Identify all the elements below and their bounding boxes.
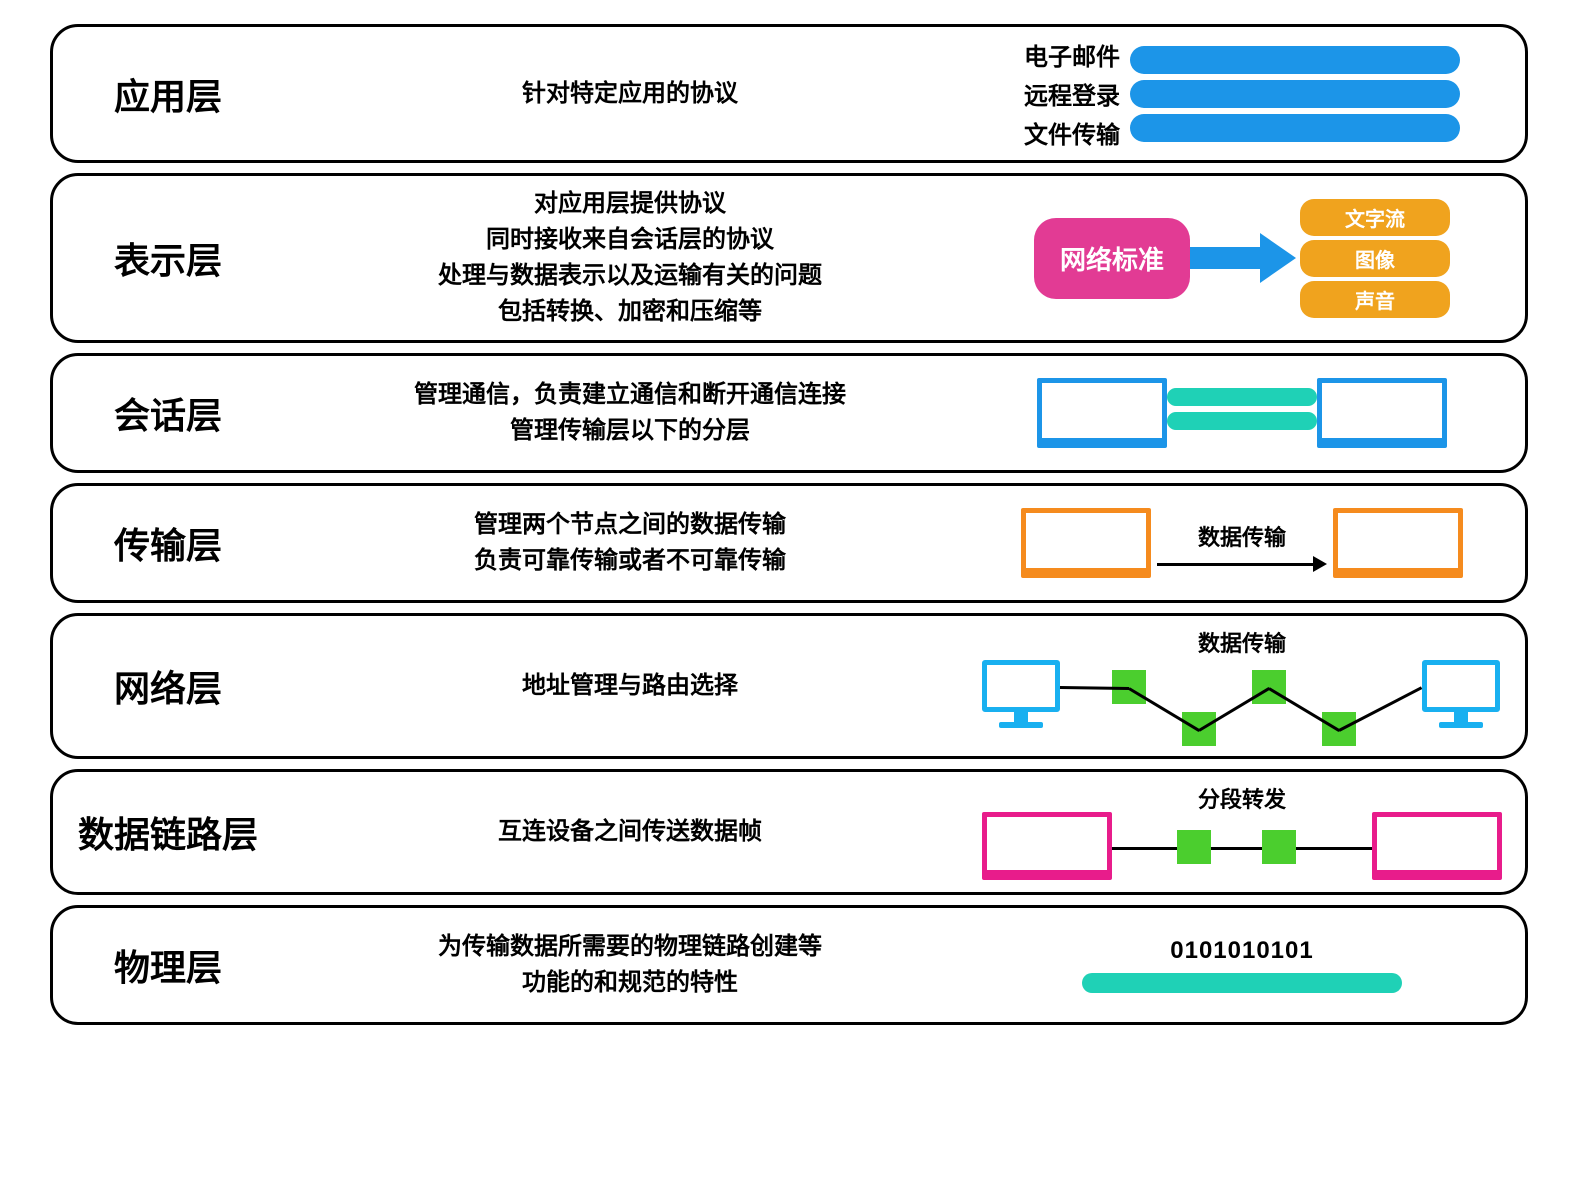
laptop-icon bbox=[982, 812, 1112, 880]
connector-line bbox=[1268, 687, 1340, 732]
app-label: 远程登录 bbox=[1024, 76, 1120, 111]
session-bar bbox=[1167, 412, 1317, 430]
app-bar bbox=[1130, 46, 1460, 74]
network-standard-pill: 网络标准 bbox=[1034, 218, 1190, 299]
connector-line bbox=[1060, 686, 1129, 690]
connector-line bbox=[1338, 686, 1422, 732]
layer-description: 地址管理与路由选择 bbox=[283, 668, 977, 704]
desc-line: 针对特定应用的协议 bbox=[283, 76, 977, 112]
app-bars bbox=[1130, 46, 1460, 142]
session-bar bbox=[1167, 388, 1317, 406]
arrow-icon bbox=[1157, 554, 1327, 574]
layer-row-4: 网络层地址管理与路由选择数据传输 bbox=[50, 613, 1528, 759]
layer-description: 管理通信，负责建立通信和断开通信连接管理传输层以下的分层 bbox=[283, 377, 977, 449]
layer-graphic: 电子邮件远程登录文件传输 bbox=[977, 37, 1507, 150]
layer-row-0: 应用层针对特定应用的协议 电子邮件远程登录文件传输 bbox=[50, 24, 1528, 163]
layer-graphic: 0101010101 bbox=[977, 937, 1507, 993]
layer-description: 针对特定应用的协议 bbox=[283, 76, 977, 112]
session-bars bbox=[1167, 388, 1317, 448]
layer-row-2: 会话层管理通信，负责建立通信和断开通信连接管理传输层以下的分层 bbox=[50, 353, 1528, 473]
layer-description: 互连设备之间传送数据帧 bbox=[283, 814, 977, 850]
desc-line: 功能的和规范的特性 bbox=[283, 965, 977, 1001]
laptop-icon bbox=[1021, 508, 1151, 578]
desc-line: 管理传输层以下的分层 bbox=[283, 413, 977, 449]
connector-line bbox=[1128, 687, 1200, 732]
monitor-icon bbox=[1422, 660, 1500, 728]
connector-line bbox=[1112, 847, 1177, 850]
layer-row-1: 表示层对应用层提供协议同时接收来自会话层的协议处理与数据表示以及运输有关的问题包… bbox=[50, 173, 1528, 343]
physical-bits: 0101010101 bbox=[1170, 937, 1313, 965]
presentation-graphic: 网络标准 文字流图像声音 bbox=[1034, 199, 1450, 318]
desc-line: 对应用层提供协议 bbox=[283, 186, 977, 222]
layer-graphic: 分段转发 bbox=[977, 782, 1507, 882]
layer-title: 会话层 bbox=[53, 387, 283, 439]
output-chip: 声音 bbox=[1300, 281, 1450, 318]
desc-line: 负责可靠传输或者不可靠传输 bbox=[283, 543, 977, 579]
layer-graphic: 数据传输 bbox=[977, 626, 1507, 746]
layer-row-5: 数据链路层互连设备之间传送数据帧分段转发 bbox=[50, 769, 1528, 895]
desc-line: 同时接收来自会话层的协议 bbox=[283, 222, 977, 258]
app-bar bbox=[1130, 114, 1460, 142]
layer-title: 物理层 bbox=[53, 939, 283, 991]
transport-graphic: 数据传输 bbox=[1021, 508, 1463, 578]
laptop-icon bbox=[1333, 508, 1463, 578]
transport-mid: 数据传输 bbox=[1157, 520, 1327, 578]
layer-description: 对应用层提供协议同时接收来自会话层的协议处理与数据表示以及运输有关的问题包括转换… bbox=[283, 186, 977, 330]
layer-graphic: 数据传输 bbox=[977, 508, 1507, 578]
desc-line: 地址管理与路由选择 bbox=[283, 668, 977, 704]
layer-graphic: 网络标准 文字流图像声音 bbox=[977, 199, 1507, 318]
network-graphic: 数据传输 bbox=[982, 626, 1502, 746]
output-chip: 文字流 bbox=[1300, 199, 1450, 236]
connector-line bbox=[1198, 687, 1270, 732]
layer-title: 网络层 bbox=[53, 660, 283, 712]
osi-diagram: 应用层针对特定应用的协议 电子邮件远程登录文件传输表示层对应用层提供协议同时接收来… bbox=[50, 24, 1528, 1025]
arrow-icon bbox=[1190, 233, 1300, 283]
monitor-icon bbox=[982, 660, 1060, 728]
datalink-graphic: 分段转发 bbox=[982, 782, 1502, 882]
layer-title: 应用层 bbox=[53, 68, 283, 120]
desc-line: 互连设备之间传送数据帧 bbox=[283, 814, 977, 850]
layer-graphic bbox=[977, 378, 1507, 448]
laptop-icon bbox=[1317, 378, 1447, 448]
output-chip: 图像 bbox=[1300, 240, 1450, 277]
output-types: 文字流图像声音 bbox=[1300, 199, 1450, 318]
node-icon bbox=[1177, 830, 1211, 864]
desc-line: 为传输数据所需要的物理链路创建等 bbox=[283, 929, 977, 965]
desc-line: 管理通信，负责建立通信和断开通信连接 bbox=[283, 377, 977, 413]
app-bar bbox=[1130, 80, 1460, 108]
laptop-icon bbox=[1037, 378, 1167, 448]
connector-line bbox=[1296, 847, 1372, 850]
layer-description: 为传输数据所需要的物理链路创建等功能的和规范的特性 bbox=[283, 929, 977, 1001]
transport-label: 数据传输 bbox=[1198, 520, 1286, 552]
connector-line bbox=[1211, 847, 1262, 850]
laptop-icon bbox=[1372, 812, 1502, 880]
physical-bar bbox=[1082, 973, 1402, 993]
layer-title: 传输层 bbox=[53, 517, 283, 569]
desc-line: 管理两个节点之间的数据传输 bbox=[283, 507, 977, 543]
layer-title: 数据链路层 bbox=[53, 806, 283, 858]
app-graphic: 电子邮件远程登录文件传输 bbox=[1024, 37, 1460, 150]
layer-row-3: 传输层管理两个节点之间的数据传输负责可靠传输或者不可靠传输 数据传输 bbox=[50, 483, 1528, 603]
app-label: 文件传输 bbox=[1024, 115, 1120, 150]
session-graphic bbox=[1037, 378, 1447, 448]
datalink-label: 分段转发 bbox=[982, 782, 1502, 814]
layer-row-6: 物理层为传输数据所需要的物理链路创建等功能的和规范的特性 0101010101 bbox=[50, 905, 1528, 1025]
physical-graphic: 0101010101 bbox=[1082, 937, 1402, 993]
app-label: 电子邮件 bbox=[1024, 37, 1120, 72]
desc-line: 包括转换、加密和压缩等 bbox=[283, 294, 977, 330]
desc-line: 处理与数据表示以及运输有关的问题 bbox=[283, 258, 977, 294]
layer-description: 管理两个节点之间的数据传输负责可靠传输或者不可靠传输 bbox=[283, 507, 977, 579]
network-label: 数据传输 bbox=[982, 626, 1502, 658]
app-labels: 电子邮件远程登录文件传输 bbox=[1024, 37, 1120, 150]
node-icon bbox=[1262, 830, 1296, 864]
layer-title: 表示层 bbox=[53, 232, 283, 284]
